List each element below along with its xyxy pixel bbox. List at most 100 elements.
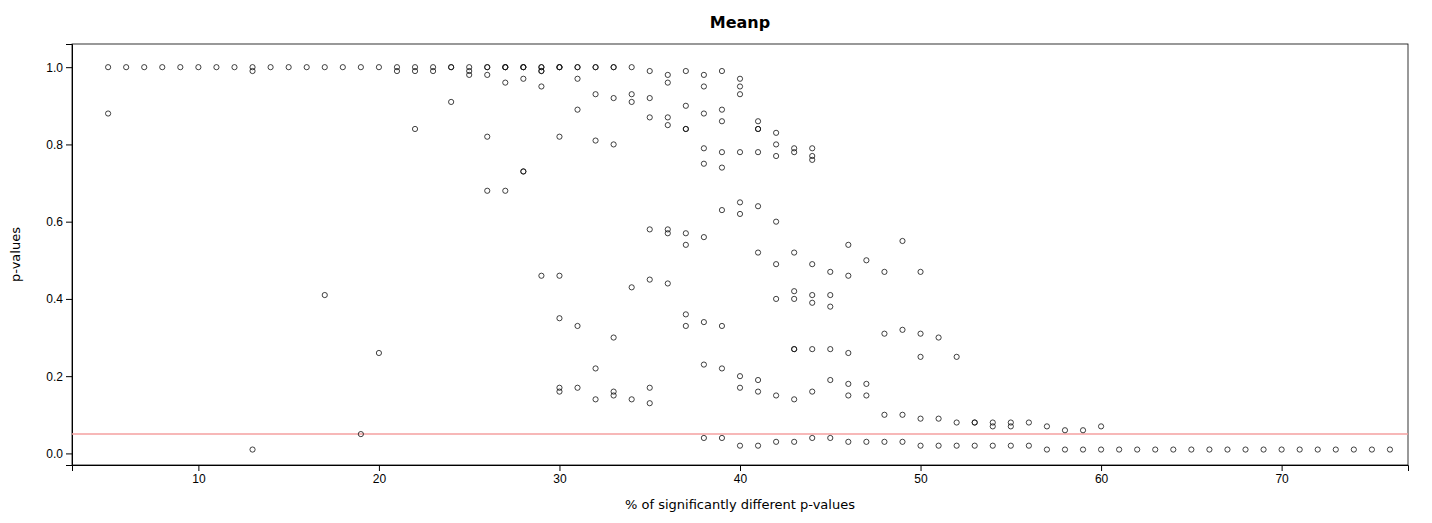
tick-label: 0.0 — [46, 447, 63, 461]
point — [846, 242, 851, 247]
point — [900, 238, 905, 243]
point — [683, 126, 688, 131]
point — [1044, 447, 1049, 452]
point — [250, 447, 255, 452]
point — [449, 99, 454, 104]
point — [539, 65, 544, 70]
y-axis: 0.00.20.40.60.81.0 — [46, 45, 72, 466]
point — [846, 273, 851, 278]
point — [376, 65, 381, 70]
reference-line — [72, 433, 1408, 435]
point — [629, 92, 634, 97]
point — [394, 68, 399, 73]
point — [701, 235, 706, 240]
point — [864, 439, 869, 444]
point — [990, 443, 995, 448]
tick: 10 — [192, 465, 206, 486]
tick-label: 60 — [1095, 472, 1109, 486]
tick-label: 50 — [914, 472, 928, 486]
point — [792, 397, 797, 402]
point — [575, 107, 580, 112]
tick: 40 — [734, 465, 748, 486]
point — [954, 354, 959, 359]
tick-mark — [198, 465, 199, 471]
point — [1026, 443, 1031, 448]
point — [846, 381, 851, 386]
point — [611, 142, 616, 147]
point — [665, 123, 670, 128]
point — [647, 277, 652, 282]
point — [774, 153, 779, 158]
point — [665, 72, 670, 77]
point — [792, 439, 797, 444]
tick: 30 — [553, 465, 567, 486]
point — [521, 169, 526, 174]
point — [755, 389, 760, 394]
point — [557, 134, 562, 139]
point — [557, 65, 562, 70]
tick-label: 0.4 — [46, 292, 63, 306]
point — [719, 150, 724, 155]
point — [1044, 424, 1049, 429]
point — [1207, 447, 1212, 452]
point — [593, 65, 598, 70]
point — [918, 443, 923, 448]
point — [106, 65, 111, 70]
point — [1008, 424, 1013, 429]
point — [719, 107, 724, 112]
point — [719, 366, 724, 371]
point — [719, 207, 724, 212]
point — [340, 65, 345, 70]
point — [918, 354, 923, 359]
tick-mark — [66, 376, 72, 377]
point — [719, 165, 724, 170]
point — [485, 188, 490, 193]
point — [828, 377, 833, 382]
point — [593, 65, 598, 70]
tick-mark — [559, 465, 560, 471]
point — [810, 389, 815, 394]
point — [557, 316, 562, 321]
point — [737, 211, 742, 216]
point — [1261, 447, 1266, 452]
point — [882, 269, 887, 274]
point — [304, 65, 309, 70]
point — [683, 68, 688, 73]
point — [755, 250, 760, 255]
point — [810, 347, 815, 352]
point — [864, 258, 869, 263]
point — [629, 99, 634, 104]
point — [846, 393, 851, 398]
point — [774, 219, 779, 224]
point — [503, 188, 508, 193]
point — [485, 134, 490, 139]
point — [737, 374, 742, 379]
point — [701, 111, 706, 116]
point — [1008, 443, 1013, 448]
point — [665, 115, 670, 120]
point — [539, 84, 544, 89]
point — [972, 420, 977, 425]
tick-label: 0.6 — [46, 215, 63, 229]
point — [575, 65, 580, 70]
point — [936, 335, 941, 340]
tick: 1.0 — [46, 61, 72, 75]
point — [322, 292, 327, 297]
y-axis-title: p-values — [8, 227, 23, 282]
point — [683, 312, 688, 317]
point — [755, 443, 760, 448]
point — [918, 269, 923, 274]
point — [954, 443, 959, 448]
point — [485, 65, 490, 70]
tick: 20 — [373, 465, 387, 486]
point — [792, 250, 797, 255]
point — [864, 393, 869, 398]
point — [557, 65, 562, 70]
tick-label: 30 — [553, 472, 567, 486]
point — [430, 68, 435, 73]
tick-mark — [66, 299, 72, 300]
tick-label: 1.0 — [46, 61, 63, 75]
point — [701, 435, 706, 440]
point — [683, 242, 688, 247]
point — [810, 262, 815, 267]
